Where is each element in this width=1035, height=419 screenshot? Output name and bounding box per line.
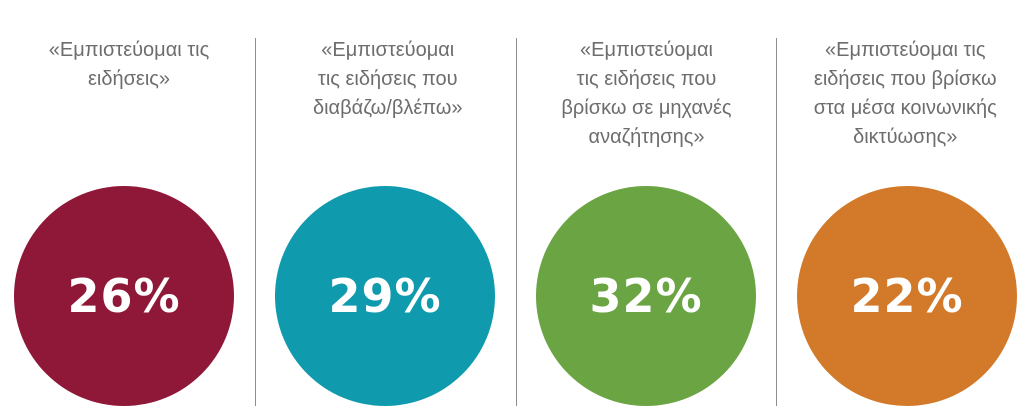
column-divider <box>255 38 256 406</box>
stat-panel-2: «Εμπιστεύομαι τις ειδήσεις που διαβάζω/βλέ… <box>259 0 517 419</box>
stat-value: 22% <box>850 269 964 323</box>
stat-label-line: «Εμπιστεύομαι τις <box>824 39 986 61</box>
stat-value: 32% <box>589 269 703 323</box>
stat-value: 29% <box>328 269 442 323</box>
stat-label: «Εμπιστεύομαι τις ειδήσεις» <box>0 36 258 94</box>
stat-label-line: διαβάζω/βλέπω» <box>312 97 463 119</box>
stat-label-line: ειδήσεις» <box>87 68 171 90</box>
stat-panel-3: «Εμπιστεύομαι τις ειδήσεις που βρίσκω σε μ… <box>518 0 776 419</box>
column-divider <box>516 38 517 406</box>
stat-label: «Εμπιστεύομαι τις ειδήσεις που βρίσκω στα … <box>776 36 1034 152</box>
stat-label: «Εμπιστεύομαι τις ειδήσεις που βρίσκω σε μ… <box>518 36 776 152</box>
stat-label-line: τις ειδήσεις που <box>576 68 717 90</box>
stat-circle: 22% <box>797 186 1017 406</box>
stat-circle: 29% <box>275 186 495 406</box>
stat-panel-4: «Εμπιστεύομαι τις ειδήσεις που βρίσκω στα … <box>776 0 1034 419</box>
stat-label-line: δικτύωσης» <box>853 126 958 148</box>
stat-label-line: «Εμπιστεύομαι τις <box>48 39 210 61</box>
stat-label-line: «Εμπιστεύομαι <box>580 39 713 61</box>
stat-label-line: βρίσκω σε μηχανές <box>561 97 732 119</box>
stat-circle: 32% <box>536 186 756 406</box>
stat-circle: 26% <box>14 186 234 406</box>
stat-panel-1: «Εμπιστεύομαι τις ειδήσεις» 26% <box>0 0 258 419</box>
stat-value: 26% <box>67 269 181 323</box>
stat-label: «Εμπιστεύομαι τις ειδήσεις που διαβάζω/βλέ… <box>259 36 517 123</box>
stat-label-line: τις ειδήσεις που <box>317 68 458 90</box>
stat-label-line: ειδήσεις που βρίσκω <box>813 68 997 90</box>
stat-label-line: «Εμπιστεύομαι <box>321 39 455 61</box>
stat-label-line: στα μέσα κοινωνικής <box>813 97 997 119</box>
stat-label-line: αναζήτησης» <box>588 126 705 148</box>
column-divider <box>776 38 777 406</box>
